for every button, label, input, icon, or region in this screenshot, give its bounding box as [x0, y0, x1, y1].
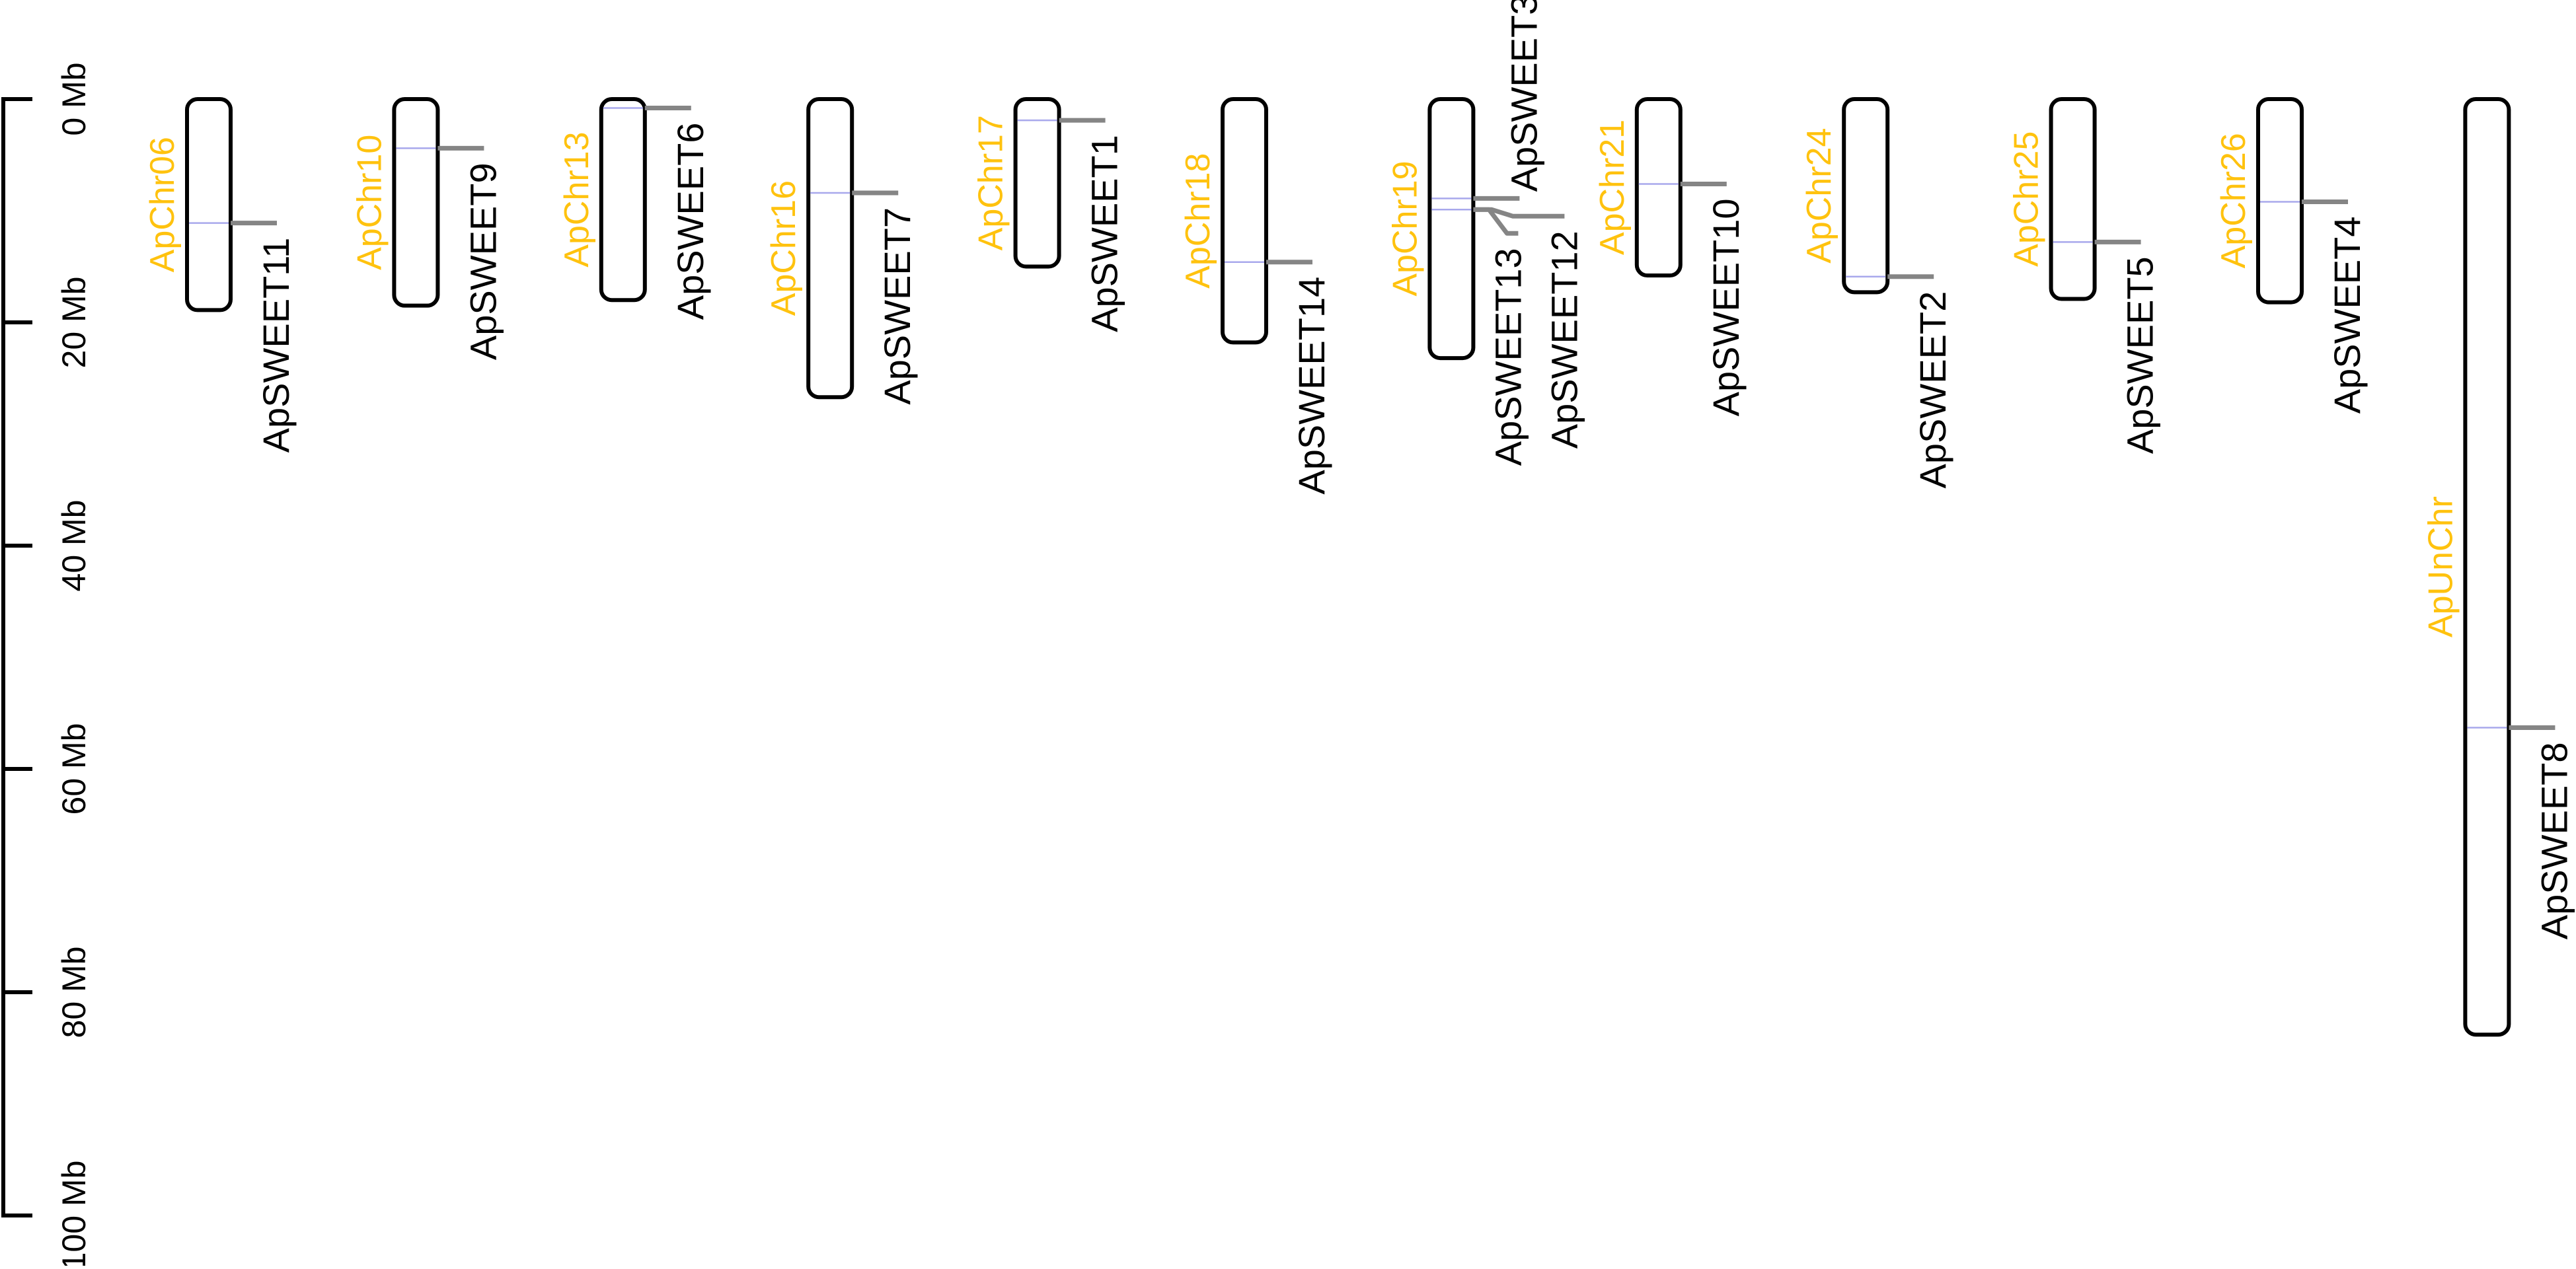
gene-connector-line: [1473, 207, 1565, 219]
y-axis: 0 Mb 20 Mb 40 Mb 60 Mb 80 Mb 100 Mb: [1, 62, 93, 1269]
chromosome-apunchr: ApUnChr ApSWEET8: [2421, 97, 2575, 1037]
axis-tick-label: 20 Mb: [56, 277, 93, 369]
chromosome-bar: [1427, 97, 1476, 361]
gene-label: ApSWEET2: [1912, 291, 1953, 489]
chromosome-bar: [599, 97, 647, 303]
chromosome-bar: [2049, 97, 2097, 301]
gene-marker-apsweet10: ApSWEET10: [1638, 181, 1747, 416]
gene-label: ApSWEET12: [1543, 231, 1585, 449]
chromosome-label: ApChr21: [1593, 120, 1632, 255]
chromosome-apchr18: ApChr18 ApSWEET14: [1179, 97, 1332, 495]
chromosome-apchr10: ApChr10 ApSWEET9: [350, 97, 504, 360]
chromosome-apchr24: ApChr24 ApSWEET2: [1800, 97, 1953, 489]
chromosome-label: ApChr06: [143, 137, 182, 272]
gene-marker-apsweet2: ApSWEET2: [1846, 274, 1953, 489]
gene-marker-apsweet8: ApSWEET8: [2467, 725, 2575, 939]
chromosome-label: ApChr16: [765, 180, 803, 316]
chromosome-bar: [1842, 97, 1890, 295]
chromosome-bar: [1221, 97, 1268, 345]
chromosome-apchr13: ApChr13 ApSWEET6: [558, 97, 711, 320]
gene-marker-apsweet3: ApSWEET3: [1431, 0, 1544, 201]
axis-tick-label: 100 Mb: [56, 1161, 93, 1266]
gene-label: ApSWEET1: [1084, 135, 1125, 332]
gene-marker-apsweet1: ApSWEET1: [1017, 118, 1125, 332]
gene-marker-apsweet14: ApSWEET14: [1225, 260, 1332, 495]
chromosome-bar: [1634, 97, 1683, 278]
gene-marker-apsweet11: ApSWEET11: [189, 221, 297, 453]
gene-label: ApSWEET10: [1705, 198, 1747, 416]
chromosome-label: ApChr25: [2008, 131, 2046, 267]
chromosome-bar: [185, 97, 233, 312]
chromosome-bar: [806, 97, 854, 400]
gene-marker-apsweet13: ApSWEET13: [1431, 207, 1529, 466]
gene-marker-apsweet5: ApSWEET5: [2053, 239, 2161, 454]
chromosome-apchr26: ApChr26 ApSWEET4: [2215, 97, 2368, 414]
gene-label: ApSWEET6: [669, 123, 711, 320]
chromosome-label: ApChr17: [972, 115, 1010, 250]
gene-label: ApSWEET3: [1503, 0, 1544, 192]
axis-tick-label: 60 Mb: [56, 723, 93, 815]
gene-label: ApSWEET11: [255, 238, 297, 453]
chromosome-apchr16: ApChr16 ApSWEET7: [765, 97, 918, 405]
gene-marker-apsweet9: ApSWEET9: [396, 145, 504, 360]
chromosome-label: ApChr19: [1386, 161, 1424, 296]
gene-label: ApSWEET4: [2326, 216, 2368, 414]
chromosome-apchr25: ApChr25 ApSWEET5: [2008, 97, 2161, 454]
chromosome-label: ApUnChr: [2421, 496, 2460, 637]
chromosome-label: ApChr10: [350, 135, 389, 270]
chromosome-bar: [2256, 97, 2304, 305]
chromosome-label: ApChr26: [2215, 133, 2253, 268]
chromosome-bar: [392, 97, 440, 308]
gene-marker-apsweet12: ApSWEET12: [1431, 207, 1585, 449]
gene-label: ApSWEET14: [1291, 277, 1332, 495]
chromosome-apchr19: ApChr19 ApSWEET3 ApSWEET13 ApSWEET12: [1386, 0, 1585, 466]
chromosome-bar: [1013, 97, 1061, 269]
gene-marker-apsweet4: ApSWEET4: [2260, 199, 2368, 414]
gene-marker-apsweet7: ApSWEET7: [810, 190, 918, 405]
chromosome-apchr21: ApChr21 ApSWEET10: [1593, 97, 1747, 416]
chromosome-label: ApChr13: [558, 131, 596, 267]
chromosome-label: ApChr18: [1179, 153, 1217, 289]
gene-label: ApSWEET13: [1487, 248, 1529, 466]
gene-label: ApSWEET9: [462, 163, 504, 360]
gene-label: ApSWEET7: [876, 207, 918, 405]
axis-tick-label: 40 Mb: [56, 500, 93, 592]
chromosome-label: ApChr24: [1800, 128, 1838, 264]
axis-tick-label: 80 Mb: [56, 947, 93, 1038]
axis-tick-label: 0 Mb: [56, 62, 93, 135]
chromosome-bar: [2463, 97, 2511, 1037]
chromosome-apchr06: ApChr06 ApSWEET11: [143, 97, 297, 453]
gene-marker-apsweet6: ApSWEET6: [603, 106, 711, 320]
gene-label: ApSWEET8: [2533, 742, 2575, 939]
chromosome-apchr17: ApChr17 ApSWEET1: [972, 97, 1125, 332]
gene-label: ApSWEET5: [2119, 256, 2161, 454]
